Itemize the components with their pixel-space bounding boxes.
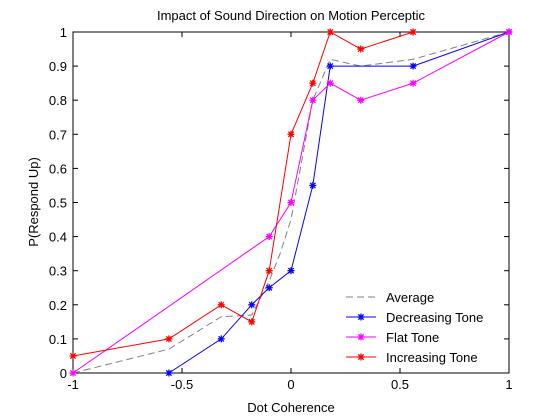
legend-marker <box>357 313 365 321</box>
y-tick-label: 0.1 <box>49 332 67 347</box>
x-tick-label: 0.5 <box>391 377 409 392</box>
data-point <box>409 62 417 70</box>
x-tick-label: -0.5 <box>171 377 193 392</box>
data-point <box>287 130 295 138</box>
series-line <box>72 31 510 374</box>
y-tick-label: 0.4 <box>49 230 67 245</box>
y-tick-label: 0.6 <box>49 161 67 176</box>
series-line <box>72 31 510 374</box>
data-point <box>265 233 273 241</box>
x-tick-label: 1 <box>505 377 512 392</box>
y-tick-label: 0.8 <box>49 93 67 108</box>
y-tick-label: 0.9 <box>49 59 67 74</box>
x-tick-label: -1 <box>67 377 79 392</box>
data-point <box>248 301 256 309</box>
y-tick-label: 0.7 <box>49 127 67 142</box>
data-point <box>326 28 334 36</box>
data-point <box>409 28 417 36</box>
data-point <box>287 199 295 206</box>
data-point <box>309 79 317 87</box>
legend: Average Decreasing Tone Flat Tone Increasin… <box>346 290 483 365</box>
x-axis-title: Dot Coherence <box>247 400 334 415</box>
data-point <box>309 96 317 104</box>
legend-marker <box>357 353 365 361</box>
chart-title: Impact of Sound Direction on Motion Perc… <box>157 8 426 23</box>
data-point <box>165 335 173 343</box>
x-tick-label: 0 <box>287 377 294 392</box>
data-point <box>265 284 273 292</box>
series-layer <box>69 28 513 377</box>
data-point <box>309 181 317 189</box>
data-point <box>287 267 295 275</box>
data-point <box>165 369 173 377</box>
legend-label: Decreasing Tone <box>386 310 483 325</box>
data-point <box>248 318 256 326</box>
data-point <box>69 352 77 360</box>
y-axis-title: P(Respond Up) <box>26 157 41 247</box>
y-tick-label: 0 <box>60 366 67 381</box>
axis-ticks: -1 -0.5 0 0.5 1 0 0.1 0.2 0.3 0.4 0.5 0.6 0.7 0.8 0.9 1 <box>49 25 513 392</box>
legend-label: Average <box>386 290 434 305</box>
legend-label: Flat Tone <box>386 330 439 345</box>
y-tick-label: 1 <box>60 25 67 40</box>
legend-label: Increasing Tone <box>386 350 478 365</box>
data-point <box>217 301 225 309</box>
data-point <box>265 267 273 275</box>
data-point <box>69 369 77 377</box>
y-tick-label: 0.3 <box>49 264 67 279</box>
legend-marker <box>357 333 365 341</box>
data-point <box>357 45 365 53</box>
y-tick-label: 0.5 <box>49 196 67 211</box>
y-tick-label: 0.2 <box>49 298 67 313</box>
data-point <box>505 28 513 36</box>
series-line <box>72 31 414 357</box>
data-point <box>409 79 417 87</box>
data-point <box>326 79 334 87</box>
data-point <box>217 335 225 343</box>
data-point <box>326 62 334 70</box>
data-point <box>357 96 365 104</box>
